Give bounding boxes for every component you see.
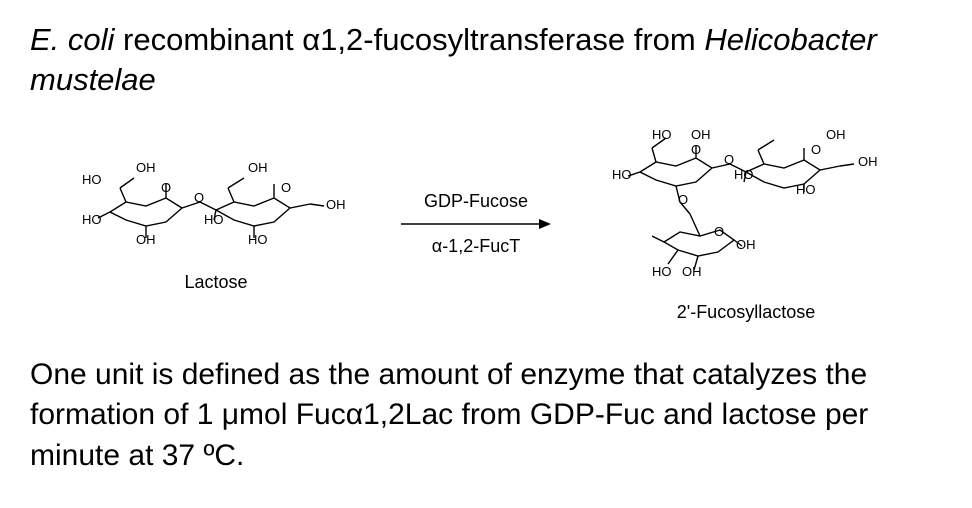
svg-text:OH: OH bbox=[826, 127, 846, 142]
svg-text:OH: OH bbox=[326, 197, 346, 212]
reaction-scheme: HOOHHOOHHOOHHOOHOOO Lactose GDP-Fucose α… bbox=[30, 129, 942, 319]
svg-text:OH: OH bbox=[858, 154, 878, 169]
unit-definition: One unit is defined as the amount of enz… bbox=[30, 355, 942, 477]
page-title: E. coli recombinant α1,2-fucosyltransfer… bbox=[30, 20, 942, 101]
svg-text:O: O bbox=[691, 142, 701, 157]
svg-text:HO: HO bbox=[652, 127, 672, 142]
svg-text:OH: OH bbox=[682, 264, 702, 279]
svg-text:OH: OH bbox=[248, 160, 268, 175]
svg-text:OH: OH bbox=[136, 160, 156, 175]
svg-text:OH: OH bbox=[736, 237, 756, 252]
title-prefix-italic: E. coli bbox=[30, 22, 114, 57]
arrow-top-label: GDP-Fucose bbox=[424, 191, 528, 212]
svg-text:HO: HO bbox=[82, 172, 102, 187]
svg-text:O: O bbox=[194, 190, 204, 205]
svg-text:HO: HO bbox=[204, 212, 224, 227]
svg-text:HO: HO bbox=[82, 212, 102, 227]
reaction-arrow-block: GDP-Fucose α-1,2-FucT bbox=[396, 191, 556, 257]
fucosyllactose-structure: HOOHHOHOOHOHHOOHOHHOOOOOO bbox=[596, 124, 896, 294]
substrate-block: HO OH HO OH HO OH HO OH O O O Lactose bbox=[76, 154, 356, 293]
lactose-structure: HO OH HO OH HO OH HO OH O O O bbox=[76, 154, 356, 264]
substrate-label: Lactose bbox=[184, 272, 247, 293]
svg-text:O: O bbox=[724, 152, 734, 167]
svg-text:HO: HO bbox=[796, 182, 816, 197]
reaction-arrow-icon bbox=[401, 218, 551, 230]
product-block: HOOHHOHOOHOHHOOHOHHOOOOOO 2'-Fucosyllact… bbox=[596, 124, 896, 323]
svg-text:O: O bbox=[281, 180, 291, 195]
svg-text:OH: OH bbox=[691, 127, 711, 142]
svg-text:O: O bbox=[161, 180, 171, 195]
svg-text:HO: HO bbox=[612, 167, 632, 182]
arrow-bottom-label: α-1,2-FucT bbox=[432, 236, 520, 257]
svg-text:O: O bbox=[811, 142, 821, 157]
svg-text:HO: HO bbox=[734, 167, 754, 182]
svg-text:O: O bbox=[714, 224, 724, 239]
svg-text:HO: HO bbox=[652, 264, 672, 279]
svg-text:O: O bbox=[678, 192, 688, 207]
svg-text:OH: OH bbox=[136, 232, 156, 247]
product-label: 2'-Fucosyllactose bbox=[677, 302, 816, 323]
title-middle: recombinant α1,2-fucosyltransferase from bbox=[114, 22, 704, 57]
svg-text:HO: HO bbox=[248, 232, 268, 247]
